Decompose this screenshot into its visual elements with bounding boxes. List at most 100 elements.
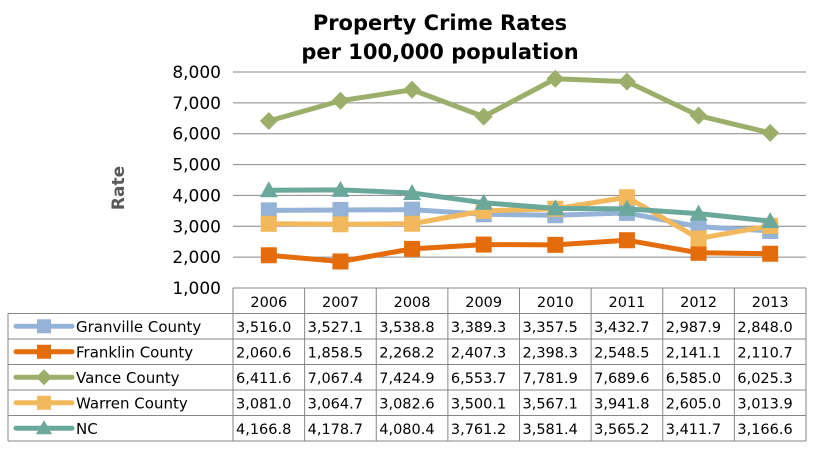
y-tick-label: 8,000	[172, 63, 221, 83]
data-label: 6,553.7	[451, 371, 506, 387]
x-tick-label: 2008	[394, 295, 431, 311]
data-label: 6,025.3	[737, 371, 792, 387]
data-point	[618, 189, 635, 206]
data-point	[617, 199, 636, 216]
data-point	[403, 80, 422, 99]
data-label: 2,141.1	[666, 345, 721, 361]
data-point	[475, 236, 492, 253]
series-line	[266, 207, 773, 234]
data-point	[474, 193, 493, 210]
data-label: 3,567.1	[523, 396, 578, 412]
data-label: 3,432.7	[594, 320, 649, 336]
chart-title-line-2: per 100,000 population	[301, 40, 578, 64]
x-tick-label: 2009	[465, 295, 502, 311]
series-name: Granville County	[76, 318, 201, 336]
data-label: 3,500.1	[451, 396, 506, 412]
data-label: 6,411.6	[236, 371, 291, 387]
data-point	[260, 202, 277, 219]
data-label: 3,082.6	[379, 396, 434, 412]
data-table: 2006 2007 2008 2009 2010 2011 2012 2013 Granvill…	[7, 287, 807, 442]
series-line	[266, 187, 773, 224]
chart-title-line-1: Property Crime Rates	[313, 11, 567, 35]
series-lines	[259, 69, 780, 270]
series-line	[266, 237, 773, 265]
series-vance-county	[259, 69, 780, 142]
data-point	[689, 106, 708, 125]
data-label: 3,941.8	[594, 396, 649, 412]
data-label: 2,407.3	[451, 345, 506, 361]
x-tick-label: 2007	[322, 295, 359, 311]
y-tick-labels: 1,000 2,000 3,000 4,000 5,000 6,000 7,000 8,000	[172, 63, 221, 299]
data-point	[332, 253, 349, 270]
data-point	[331, 180, 350, 197]
data-label: 2,268.2	[379, 345, 434, 361]
data-label: 3,389.3	[451, 320, 506, 336]
y-tick-label: 4,000	[172, 186, 221, 206]
x-tick-label: 2011	[608, 295, 645, 311]
data-point	[762, 245, 779, 262]
data-label: 3,538.8	[379, 320, 434, 336]
data-label: 7,067.4	[308, 371, 363, 387]
x-tick-label: 2010	[537, 295, 574, 311]
data-label: 4,080.4	[379, 422, 434, 438]
data-label: 3,761.2	[451, 422, 506, 438]
data-label: 3,166.6	[737, 422, 792, 438]
series-name: Vance County	[76, 369, 180, 387]
data-label: 1,858.5	[308, 345, 363, 361]
x-tick-label: 2013	[752, 295, 789, 311]
series-name: NC	[76, 420, 98, 438]
data-label: 3,516.0	[236, 320, 291, 336]
data-point	[474, 107, 493, 126]
legend-key-marker	[36, 369, 52, 386]
data-point	[331, 91, 350, 110]
data-label: 3,527.1	[308, 320, 363, 336]
data-label: 2,548.5	[594, 345, 649, 361]
data-point	[690, 230, 707, 247]
data-point	[404, 215, 421, 232]
data-label: 4,166.8	[236, 422, 291, 438]
data-point	[547, 236, 564, 253]
data-point	[404, 240, 421, 257]
legend-key-marker	[37, 395, 51, 410]
data-point	[618, 232, 635, 249]
data-point	[689, 204, 708, 221]
series-line	[266, 76, 773, 136]
data-label: 3,357.5	[523, 320, 578, 336]
data-label: 2,987.9	[666, 320, 721, 336]
series-nc	[259, 180, 780, 229]
y-tick-label: 3,000	[172, 217, 221, 237]
data-point	[546, 69, 565, 88]
data-label: 2,848.0	[737, 320, 792, 336]
data-label: 3,013.9	[737, 396, 792, 412]
y-axis-label: Rate	[109, 166, 129, 210]
data-point	[403, 183, 422, 200]
data-point	[259, 181, 278, 198]
data-label: 2,060.6	[236, 345, 291, 361]
data-label: 7,424.9	[379, 371, 434, 387]
data-label: 3,565.2	[594, 422, 649, 438]
data-label: 7,781.9	[523, 371, 578, 387]
series-name: Warren County	[76, 394, 188, 412]
data-point	[260, 247, 277, 264]
data-point	[617, 72, 636, 91]
data-label: 7,689.6	[594, 371, 649, 387]
data-label: 3,064.7	[308, 396, 363, 412]
legend-key-marker	[37, 344, 51, 359]
data-point	[404, 201, 421, 218]
series-franklin-county	[260, 232, 779, 270]
series-line	[266, 194, 773, 241]
data-point	[332, 202, 349, 219]
data-point	[761, 212, 780, 229]
data-point	[260, 215, 277, 232]
y-tick-label: 2,000	[172, 248, 221, 268]
x-tick-label: 2006	[250, 295, 287, 311]
y-tick-label: 1,000	[172, 279, 221, 299]
data-point	[761, 123, 780, 142]
y-tick-label: 6,000	[172, 125, 221, 145]
data-label: 3,411.7	[666, 422, 721, 438]
data-point	[546, 199, 565, 216]
y-tick-label: 7,000	[172, 94, 221, 114]
legend-key-marker	[37, 319, 51, 334]
data-point	[332, 216, 349, 233]
